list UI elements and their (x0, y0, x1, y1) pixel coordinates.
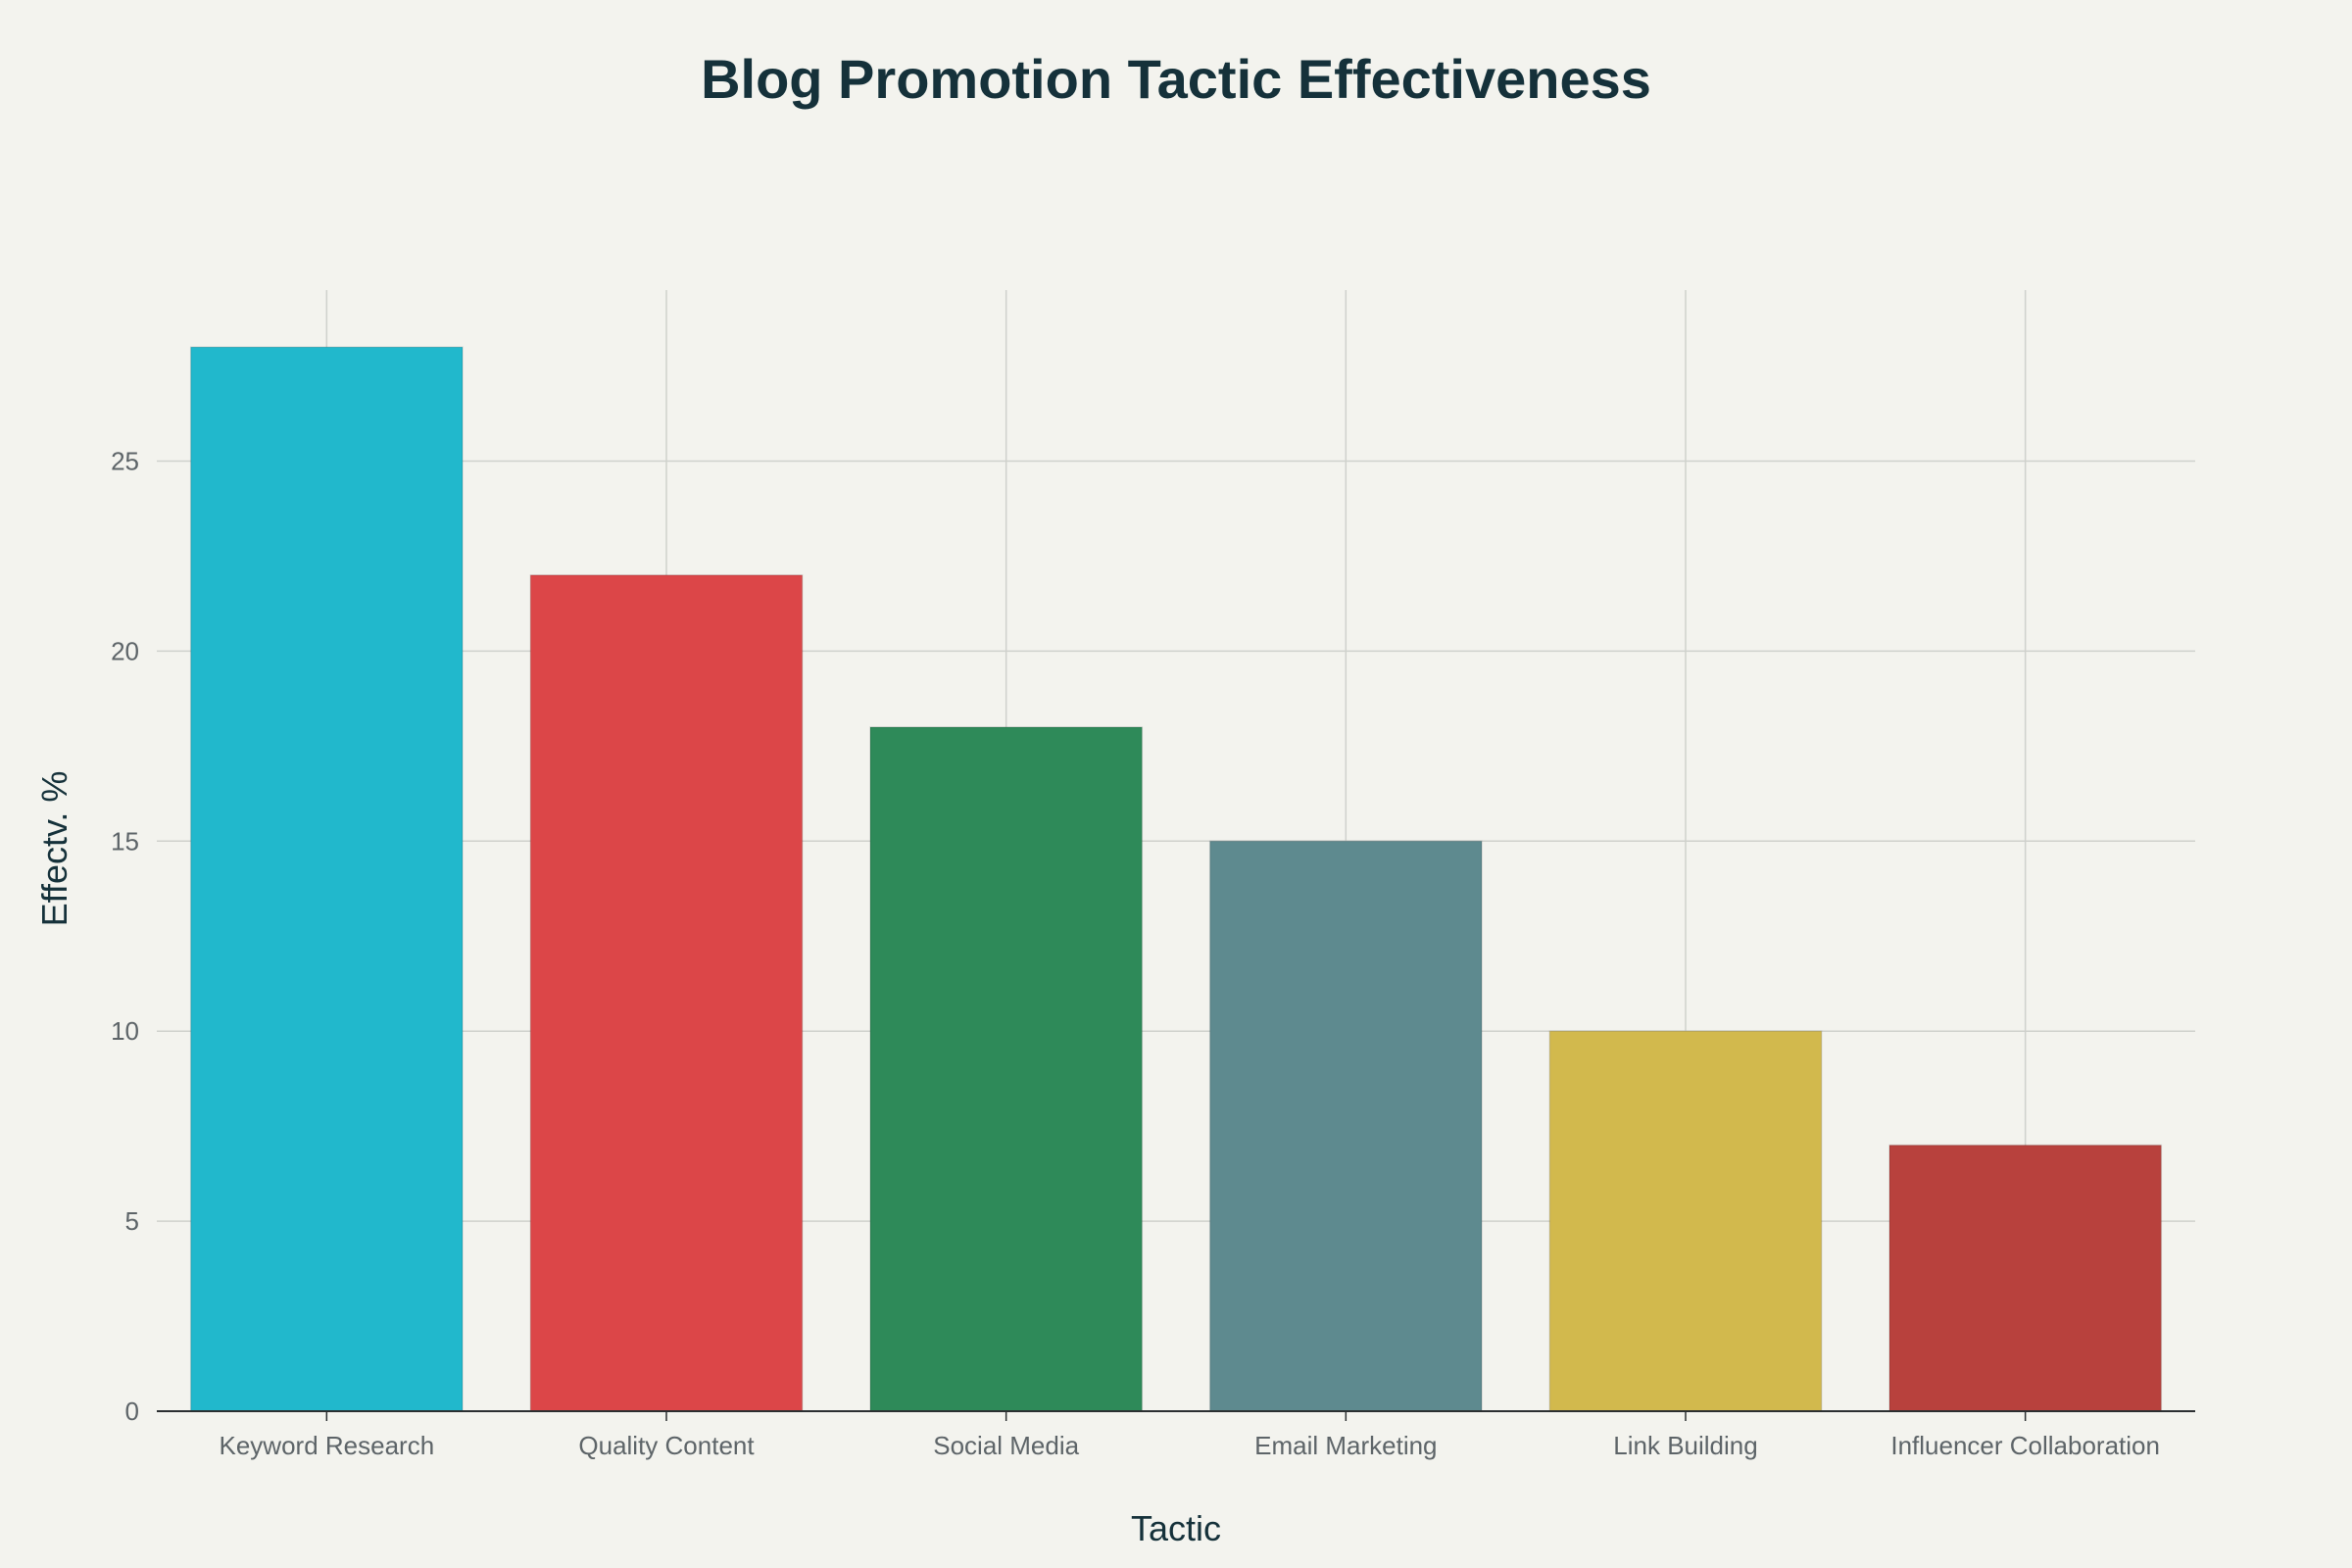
x-tick-label: Link Building (1613, 1431, 1757, 1460)
x-tick-label: Social Media (933, 1431, 1079, 1460)
bar-keyword-research[interactable] (189, 346, 464, 1412)
x-axis-title: Tactic (1131, 1508, 1221, 1548)
y-axis-title: Effectv. % (34, 771, 74, 927)
bar-email-marketing[interactable] (1208, 840, 1483, 1412)
bar-link-building[interactable] (1548, 1030, 1823, 1412)
x-tick-label: Email Marketing (1254, 1431, 1437, 1460)
y-tick-label: 25 (111, 447, 139, 476)
x-tick-label: Influencer Collaboration (1890, 1431, 2160, 1460)
y-tick-label: 15 (111, 826, 139, 856)
bars (189, 346, 2163, 1412)
y-tick-label: 5 (125, 1206, 139, 1236)
chart-title: Blog Promotion Tactic Effectiveness (701, 48, 1651, 110)
axes: 0 5 10 15 20 25 Keyword Research Quality Conten… (111, 447, 2195, 1460)
y-tick-label: 20 (111, 636, 139, 665)
y-tick-label: 0 (125, 1396, 139, 1426)
y-tick-label: 10 (111, 1016, 139, 1046)
bar-quality-content[interactable] (529, 574, 804, 1412)
x-tick-label: Quality Content (578, 1431, 755, 1460)
bar-social-media[interactable] (869, 726, 1144, 1412)
bar-influencer-collaboration[interactable] (1888, 1144, 2163, 1412)
x-tick-label: Keyword Research (220, 1431, 435, 1460)
